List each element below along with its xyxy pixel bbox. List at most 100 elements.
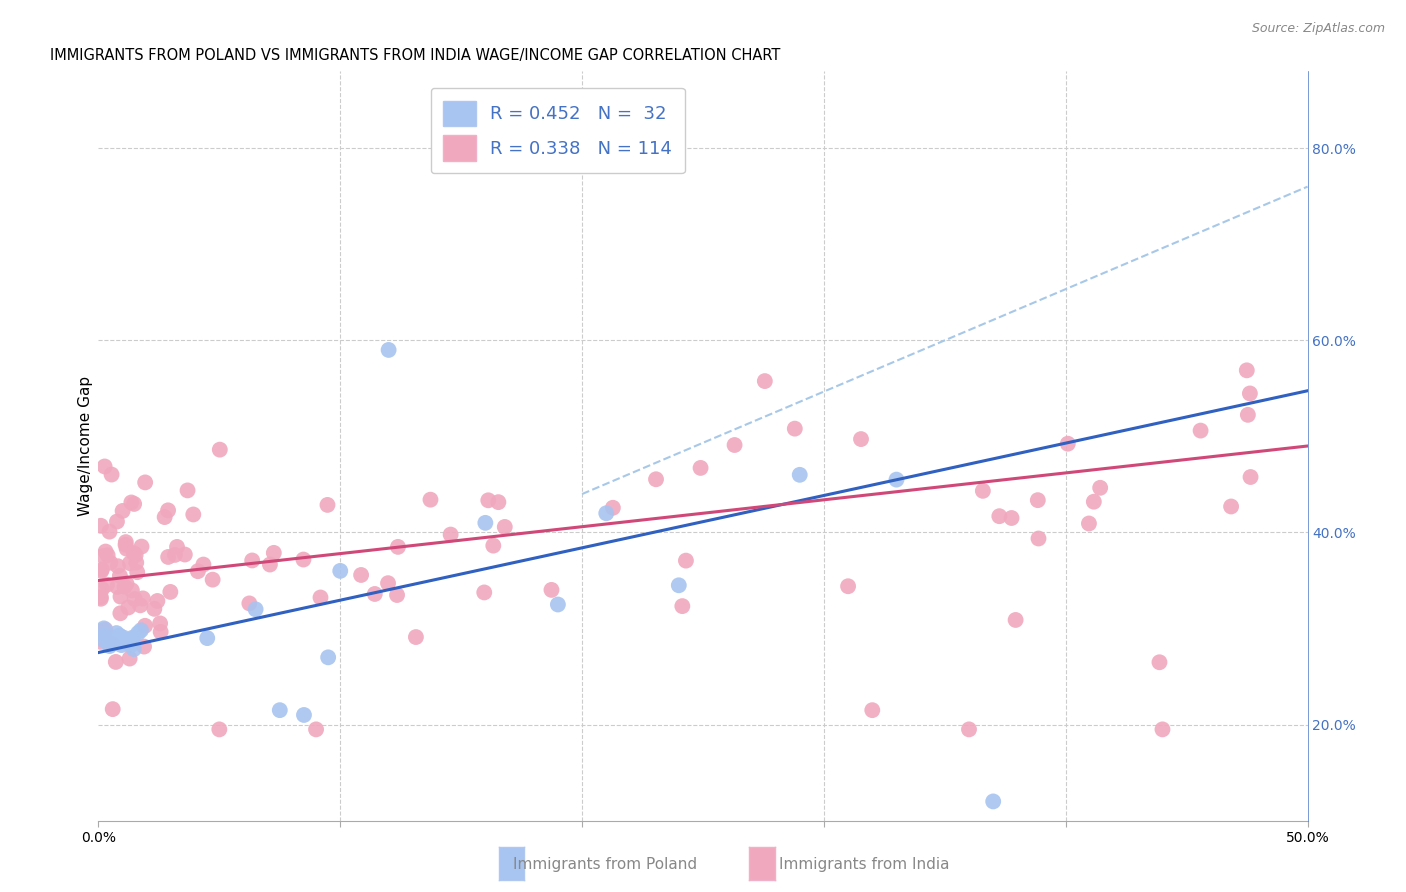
Point bbox=[316, 650, 339, 665]
Point bbox=[292, 552, 315, 566]
Point bbox=[94, 623, 117, 637]
Point bbox=[1028, 532, 1050, 546]
Point bbox=[107, 559, 129, 574]
Point bbox=[93, 628, 115, 642]
Point bbox=[114, 580, 136, 594]
Point bbox=[94, 544, 117, 558]
Point bbox=[129, 623, 152, 637]
Point bbox=[98, 524, 121, 539]
Point bbox=[122, 642, 145, 657]
Point bbox=[783, 422, 806, 436]
Point bbox=[132, 591, 155, 606]
Point bbox=[860, 703, 883, 717]
Point bbox=[292, 708, 315, 723]
Point bbox=[181, 508, 204, 522]
Point bbox=[166, 540, 188, 554]
Point bbox=[474, 516, 496, 530]
Point bbox=[668, 578, 690, 592]
Point bbox=[387, 540, 409, 554]
Point bbox=[595, 506, 617, 520]
Point bbox=[96, 578, 118, 592]
Point bbox=[602, 500, 624, 515]
Point bbox=[114, 535, 136, 549]
Point bbox=[93, 459, 115, 474]
Point bbox=[472, 585, 495, 599]
Point bbox=[1026, 493, 1049, 508]
Point bbox=[101, 632, 124, 646]
Point bbox=[309, 591, 332, 605]
Point bbox=[120, 639, 142, 653]
Point bbox=[208, 442, 231, 457]
Point bbox=[134, 619, 156, 633]
Point bbox=[269, 703, 291, 717]
Point bbox=[193, 558, 215, 572]
Point bbox=[385, 588, 408, 602]
Point bbox=[159, 585, 181, 599]
Point bbox=[108, 568, 131, 582]
Point bbox=[129, 599, 152, 613]
Point bbox=[886, 473, 908, 487]
Point bbox=[494, 520, 516, 534]
Point bbox=[105, 626, 128, 640]
Point bbox=[157, 503, 180, 517]
Point bbox=[115, 541, 138, 556]
Point bbox=[1220, 500, 1243, 514]
Point bbox=[364, 587, 387, 601]
Point bbox=[125, 556, 148, 570]
Point bbox=[981, 794, 1004, 808]
Point bbox=[127, 626, 149, 640]
Point bbox=[1077, 516, 1099, 531]
Point bbox=[105, 580, 128, 594]
Point bbox=[105, 515, 128, 529]
Point bbox=[540, 582, 562, 597]
Point bbox=[91, 582, 114, 596]
Point bbox=[97, 549, 120, 563]
Point bbox=[118, 633, 141, 648]
Point bbox=[110, 590, 132, 604]
Point bbox=[110, 607, 132, 621]
Point bbox=[1149, 655, 1171, 669]
Point bbox=[163, 548, 186, 562]
Point bbox=[1237, 408, 1260, 422]
Point bbox=[329, 564, 352, 578]
Point bbox=[486, 495, 509, 509]
Point bbox=[1239, 470, 1261, 484]
Point bbox=[789, 467, 811, 482]
Point bbox=[93, 621, 115, 635]
Point bbox=[149, 616, 172, 631]
Point bbox=[440, 527, 463, 541]
Point bbox=[377, 343, 399, 357]
Point bbox=[118, 651, 141, 665]
Legend: R = 0.452   N =  32, R = 0.338   N = 114: R = 0.452 N = 32, R = 0.338 N = 114 bbox=[430, 88, 685, 173]
Point bbox=[1189, 424, 1212, 438]
Point bbox=[405, 630, 427, 644]
Point bbox=[100, 467, 122, 482]
Point bbox=[208, 723, 231, 737]
Point bbox=[122, 546, 145, 560]
Point bbox=[645, 472, 668, 486]
Point bbox=[153, 510, 176, 524]
Point bbox=[477, 493, 499, 508]
Point bbox=[671, 599, 693, 614]
Point bbox=[121, 583, 143, 598]
Point bbox=[849, 432, 872, 446]
Point bbox=[187, 564, 209, 578]
Text: Source: ZipAtlas.com: Source: ZipAtlas.com bbox=[1251, 22, 1385, 36]
Point bbox=[127, 565, 149, 579]
Point bbox=[259, 558, 281, 572]
Point bbox=[132, 640, 155, 654]
Point bbox=[238, 596, 260, 610]
Point bbox=[90, 591, 112, 606]
Point bbox=[115, 576, 138, 591]
Point bbox=[111, 631, 134, 645]
Point bbox=[1239, 386, 1261, 401]
Point bbox=[108, 630, 131, 644]
Point bbox=[117, 600, 139, 615]
Point bbox=[101, 636, 124, 650]
Point bbox=[134, 475, 156, 490]
Point bbox=[675, 554, 697, 568]
Point bbox=[482, 539, 505, 553]
Text: Immigrants from Poland: Immigrants from Poland bbox=[513, 857, 696, 872]
Point bbox=[122, 497, 145, 511]
Point bbox=[146, 594, 169, 608]
